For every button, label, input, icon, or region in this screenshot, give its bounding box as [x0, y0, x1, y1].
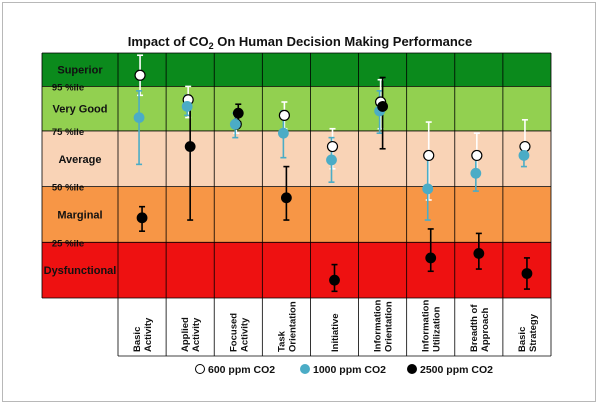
category-label: Initiative [330, 313, 341, 352]
percentile-label: 75 %ile [52, 127, 84, 138]
category-label: InformationUtilization [421, 300, 443, 352]
band-label: Very Good [52, 104, 107, 116]
data-point [470, 167, 482, 179]
category-label: InformationOrientation [373, 300, 395, 352]
category-label-text: FocusedActivity [228, 313, 250, 352]
data-point [326, 154, 337, 166]
data-point [278, 109, 290, 121]
data-point [329, 274, 340, 286]
legend-label: 1000 ppm CO2 [313, 364, 386, 376]
point-layer [133, 69, 533, 286]
legend-marker [407, 364, 417, 374]
band-label: Marginal [57, 209, 102, 221]
category-label-text: BasicStrategy [517, 313, 539, 352]
band-label: Average [58, 154, 101, 166]
data-point [277, 127, 289, 139]
category-label: FocusedActivity [228, 313, 250, 352]
band-label: Dysfunctional [44, 265, 117, 277]
data-point [471, 149, 483, 162]
category-label-text: Breadth ofApproach [469, 304, 491, 352]
category-label: TaskOrientation [276, 301, 298, 352]
legend-label: 600 ppm CO2 [208, 364, 275, 376]
data-point [184, 141, 196, 152]
data-point [423, 149, 435, 162]
data-point [521, 268, 533, 279]
percentile-label: 50 %ile [52, 183, 84, 194]
data-point [519, 140, 531, 153]
data-point [136, 212, 148, 224]
band-marginal [42, 186, 551, 243]
percentile-label: 25 %ile [52, 238, 84, 249]
band-very-good [42, 86, 551, 131]
category-label: Breadth ofApproach [469, 304, 491, 352]
data-point [425, 252, 437, 264]
band-superior [42, 53, 551, 87]
grid-layer [41, 52, 552, 357]
category-label-text: InformationUtilization [421, 300, 443, 352]
data-point [518, 150, 530, 161]
data-point [422, 183, 434, 195]
data-point [133, 112, 145, 123]
category-label: BasicStrategy [517, 313, 539, 352]
legend-marker [300, 364, 310, 374]
data-point [181, 101, 193, 112]
legend: 600 ppm CO2 1000 ppm CO2 2500 ppm CO2 [195, 364, 493, 376]
band-label-layer: Superior Very Good Average Marginal Dysfunct… [44, 65, 117, 277]
category-label-text: TaskOrientation [276, 301, 298, 352]
category-label-text: InformationOrientation [373, 300, 395, 352]
data-point [134, 69, 146, 81]
legend-label: 2500 ppm CO2 [420, 364, 493, 376]
category-label: BasicActivity [132, 317, 154, 352]
legend-marker [195, 364, 205, 374]
category-label-layer: BasicActivity AppliedActivity FocusedActiv… [132, 300, 539, 352]
category-label-text: AppliedActivity [180, 317, 202, 352]
band-label: Superior [57, 65, 103, 77]
data-point [280, 192, 292, 204]
data-point [232, 107, 244, 119]
data-point [473, 248, 485, 259]
band-average [42, 130, 551, 187]
chart-title: Impact of CO2 On Human Decision Making P… [128, 34, 473, 51]
band-dysfunctional [42, 242, 551, 298]
percentile-label: 95 %ile [52, 82, 84, 93]
category-label: AppliedActivity [180, 317, 202, 352]
category-label-text: Initiative [330, 313, 341, 352]
data-point [377, 101, 389, 112]
data-point [326, 140, 339, 153]
data-point [229, 118, 241, 130]
category-label-text: BasicActivity [132, 317, 154, 352]
band-layer [42, 53, 551, 298]
